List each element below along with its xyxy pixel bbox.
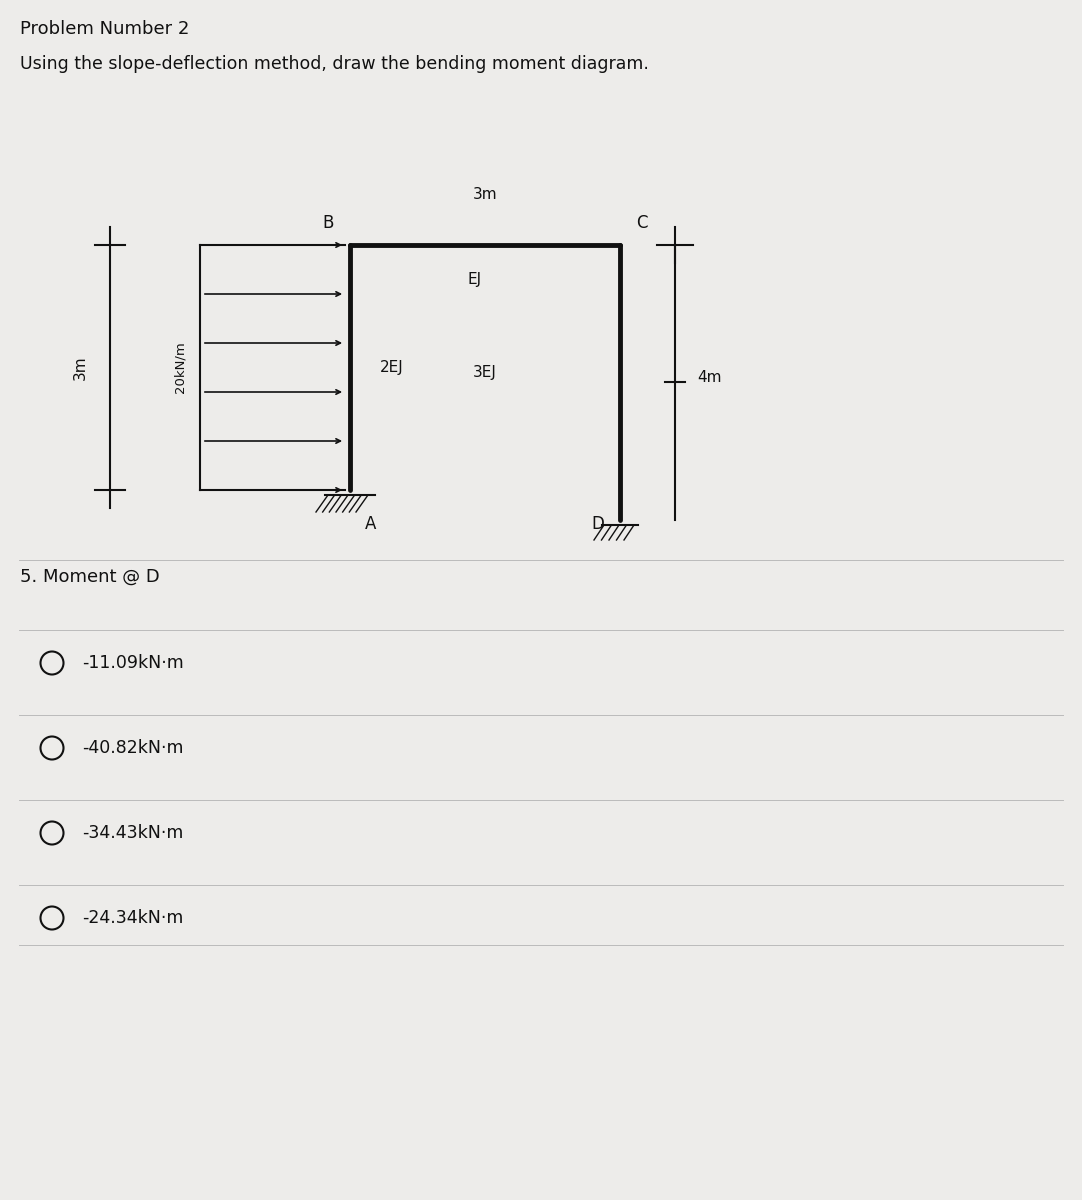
Text: 2EJ: 2EJ	[380, 360, 404, 374]
Text: -34.43kN·m: -34.43kN·m	[82, 824, 183, 842]
Text: 20kN/m: 20kN/m	[173, 342, 186, 394]
Text: 3m: 3m	[72, 355, 88, 380]
Text: 5. Moment @ D: 5. Moment @ D	[19, 568, 160, 586]
Text: Problem Number 2: Problem Number 2	[19, 20, 189, 38]
Text: C: C	[636, 214, 648, 232]
Text: Using the slope-deflection method, draw the bending moment diagram.: Using the slope-deflection method, draw …	[19, 55, 649, 73]
Text: -40.82kN·m: -40.82kN·m	[82, 739, 184, 757]
Text: 4m: 4m	[697, 370, 722, 385]
Text: D: D	[592, 515, 605, 533]
Text: 3EJ: 3EJ	[473, 365, 497, 380]
Text: -11.09kN·m: -11.09kN·m	[82, 654, 184, 672]
Text: 3m: 3m	[473, 187, 498, 203]
Text: -24.34kN·m: -24.34kN·m	[82, 910, 183, 926]
Text: EJ: EJ	[467, 272, 483, 288]
Text: B: B	[322, 214, 333, 232]
Text: A: A	[365, 515, 377, 533]
